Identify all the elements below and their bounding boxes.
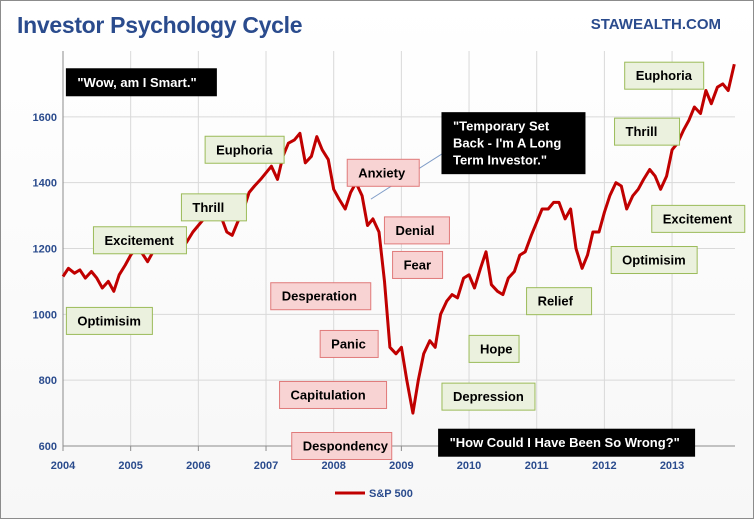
annotation-text: "Temporary Set: [453, 119, 550, 134]
annotation-red: Denial: [383, 216, 450, 245]
annotation-text: Fear: [404, 257, 431, 272]
annotation-box: [651, 204, 746, 233]
annotation-green: Relief: [526, 287, 593, 316]
annotation-green: Excitement: [651, 204, 746, 233]
y-tick-label: 1200: [33, 244, 57, 256]
legend-label-sp500: S&P 500: [369, 488, 413, 500]
x-tick-label: 2012: [592, 460, 616, 472]
annotation-text: Term Investor.": [453, 153, 547, 168]
annotation-box: [392, 250, 444, 279]
annotation-box: [383, 216, 450, 245]
annotation-text: Back - I'm A Long: [453, 136, 561, 151]
annotation-box: [441, 382, 536, 411]
axis-layer: 2004 2005 2006 2007 2008 2009 2010 2011 2012 2013…: [33, 51, 735, 472]
annotation-box: [441, 112, 586, 175]
annotation-red: Capitulation: [279, 380, 388, 409]
annotation-text: Optimisim: [622, 253, 686, 268]
y-tick-label: 1600: [33, 112, 57, 124]
y-tick-label: 600: [39, 441, 57, 453]
x-tick-label: 2006: [186, 460, 210, 472]
x-tick-label: 2010: [457, 460, 481, 472]
annotation-text: Desperation: [282, 289, 357, 304]
annotation-box: [526, 287, 593, 316]
annotation-text: Thrill: [192, 200, 224, 215]
brand-logo: STAWEALTH.COM: [590, 16, 721, 33]
annotation-box: [180, 193, 247, 222]
x-tick-label: 2013: [660, 460, 684, 472]
annotation-text: Denial: [395, 223, 434, 238]
annotation-box: [614, 117, 681, 146]
annotation-black: "Temporary Set Back - I'm A Long Term Inve…: [441, 112, 586, 175]
annotation-green: Euphoria: [624, 61, 705, 90]
annotation-box: [92, 226, 187, 255]
annotation-red: Anxiety: [346, 158, 420, 187]
y-tick-label: 1400: [33, 178, 57, 190]
annotation-black: "Wow, am I Smart.": [65, 68, 217, 97]
annotation-green: Optimisim: [610, 246, 698, 275]
annotation-green: Depression: [441, 382, 536, 411]
annotation-box: [291, 432, 393, 460]
annotation-red: Fear: [392, 250, 444, 279]
annotation-text: Despondency: [303, 439, 389, 454]
y-tick-label: 800: [39, 375, 57, 387]
annotation-black: "How Could I Have Been So Wrong?": [438, 428, 696, 457]
x-tick-label: 2004: [51, 460, 76, 472]
annotation-green: Euphoria: [204, 135, 285, 164]
annotation-text: Excitement: [663, 211, 733, 226]
annotation-text: Depression: [453, 389, 524, 404]
y-tick-label: 1000: [33, 309, 57, 321]
annotation-box: [279, 380, 388, 409]
annotation-box: [65, 306, 153, 335]
annotation-box: [624, 61, 705, 90]
annotation-green: Thrill: [614, 117, 681, 146]
x-tick-label: 2009: [389, 460, 413, 472]
annotation-text: Relief: [538, 294, 574, 309]
annotation-box: [319, 329, 379, 358]
x-tick-label: 2008: [321, 460, 345, 472]
annotation-green: Thrill: [180, 193, 247, 222]
annotation-text: Capitulation: [291, 387, 366, 402]
annotation-box: [270, 282, 372, 311]
annotation-text: "How Could I Have Been So Wrong?": [450, 435, 680, 450]
chart-title: Investor Psychology Cycle: [17, 12, 303, 38]
annotation-layer: "Wow, am I Smart." Optimisim Excitement Thr…: [65, 61, 746, 460]
annotation-red: Desperation: [270, 282, 372, 311]
annotation-text: Excitement: [104, 233, 174, 248]
annotation-green: Excitement: [92, 226, 187, 255]
annotation-box: [610, 246, 698, 275]
annotation-box: [204, 135, 285, 164]
x-tick-label: 2005: [118, 460, 142, 472]
annotation-text: Euphoria: [636, 68, 693, 83]
annotation-text: Optimisim: [77, 313, 141, 328]
annotation-red: Despondency: [291, 432, 393, 460]
annotation-text: Hope: [480, 341, 513, 356]
annotation-text: Thrill: [626, 124, 658, 139]
annotation-box: [438, 428, 696, 457]
annotation-box: [65, 68, 217, 97]
annotation-box: [468, 334, 520, 363]
annotation-box: [346, 158, 420, 187]
annotation-green: Hope: [468, 334, 520, 363]
annotation-text: Euphoria: [216, 142, 273, 157]
legend: S&P 500: [335, 488, 413, 500]
annotation-text: "Wow, am I Smart.": [77, 75, 196, 90]
annotation-text: Panic: [331, 336, 366, 351]
x-tick-label: 2011: [525, 460, 549, 472]
annotation-green: Optimisim: [65, 306, 153, 335]
annotation-red: Panic: [319, 329, 379, 358]
x-tick-label: 2007: [254, 460, 278, 472]
annotation-text: Anxiety: [358, 165, 406, 180]
